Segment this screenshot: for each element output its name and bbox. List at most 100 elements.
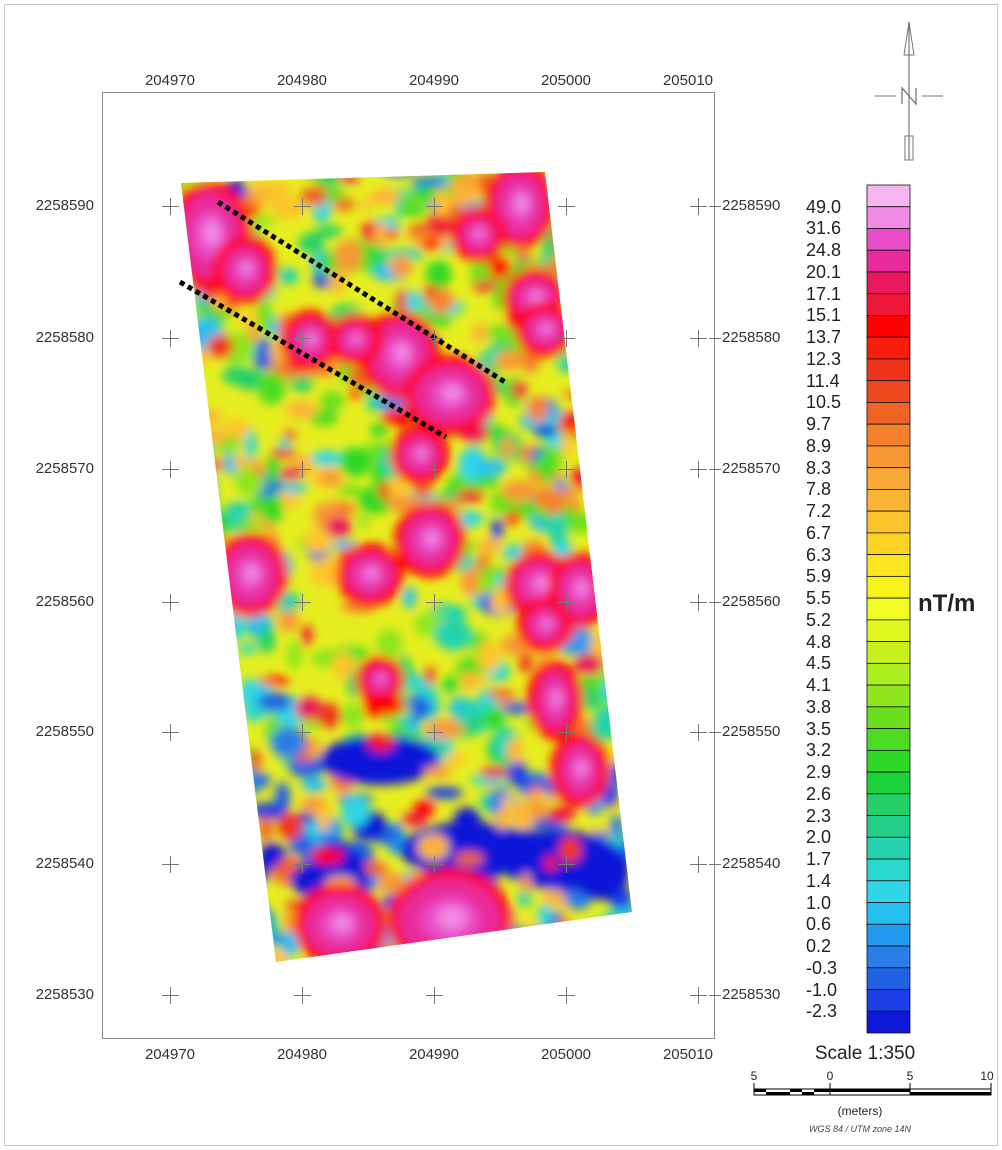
color-scale-label: 2.6 [806,783,832,804]
anomaly-blob [515,194,529,212]
anomaly-blob [537,903,553,930]
anomaly-blob [511,380,527,399]
anomaly-blob [481,707,506,730]
grid-cross [690,461,707,478]
anomaly-blob [283,429,296,441]
y-tick-right: 2258560 [722,593,781,610]
anomaly-blob [511,801,535,829]
color-scale-label: -0.3 [806,957,838,978]
anomaly-blob [312,185,327,207]
axis-tick [709,602,721,603]
color-scale-label: 2.3 [806,805,832,826]
color-scale-label: 2.9 [806,762,832,783]
grid-cross [162,987,179,1004]
anomaly-blob [442,753,468,766]
x-tick-top: 204990 [408,72,460,89]
anomaly-blob [384,478,408,500]
color-scale-label: 6.3 [806,544,832,565]
y-tick-left: 2258590 [35,197,94,214]
anomaly-blob [198,301,215,314]
grid-cross [426,856,443,873]
anomaly-blob [223,452,239,475]
anomaly-blob [331,651,355,680]
x-tick-top: 204970 [144,72,196,89]
grid-cross [426,724,443,741]
anomaly-blob [309,741,321,759]
anomaly-blob [569,500,582,513]
anomaly-blob [340,795,370,827]
x-tick-bottom: 205000 [540,1046,592,1063]
anomaly-blob [257,371,286,405]
anomaly-blob [373,222,389,248]
anomaly-blob [419,237,442,251]
anomaly-blob [250,205,261,216]
anomaly-blob [435,190,451,218]
grid-cross [426,987,443,1004]
y-tick-left: 2258560 [35,593,94,610]
anomaly-blob [347,389,363,399]
anomaly-blob [378,482,390,501]
color-scale-label: 7.8 [806,479,832,500]
color-scale-label: 5.2 [806,609,832,630]
anomaly-blob [221,367,258,386]
anomaly-blob [376,628,403,659]
anomaly-blob [423,666,436,685]
grid-cross [558,198,575,215]
grid-cross [690,330,707,347]
color-scale-label: 49.0 [806,196,842,217]
y-tick-right: 2258570 [722,460,781,477]
figure-frame [4,4,998,1146]
anomaly-blob [408,224,435,237]
anomaly-blob [401,812,428,827]
anomaly-blob [521,872,532,894]
anomaly-blob [554,479,568,492]
anomaly-blob [437,906,467,930]
grid-cross [294,330,311,347]
anomaly-blob [266,452,280,485]
anomaly-blob [278,604,299,633]
color-scale-label: 7.2 [806,501,832,522]
anomaly-blob [316,702,342,729]
grid-cross [690,724,707,741]
anomaly-blob [477,639,501,673]
grid-cross [690,594,707,611]
color-scale-label: 3.8 [806,696,832,717]
anomaly-blob [548,805,576,823]
anomaly-blob [525,794,558,805]
anomaly-blob [456,489,485,503]
anomaly-blob [278,467,304,480]
anomaly-blob [337,485,362,496]
anomaly-blob [379,675,385,681]
color-scale-label: 1.0 [806,892,832,913]
grid-cross [558,330,575,347]
anomaly-blob [501,437,514,458]
scale-bar-tick: 10 [980,1069,994,1083]
anomaly-blob [542,323,552,333]
anomaly-blob [366,567,378,579]
grid-cross [690,856,707,873]
anomaly-blob [244,564,260,582]
anomaly-blob [369,188,401,205]
y-tick-right: 2258530 [722,986,781,1003]
color-scale-label: 6.7 [806,522,832,543]
anomaly-blob [490,518,504,541]
axis-tick [709,338,721,339]
x-tick-top: 205010 [662,72,714,89]
y-tick-left: 2258570 [35,460,94,477]
anomaly-blob [298,232,325,254]
grid-cross [426,330,443,347]
anomaly-blob [527,395,549,423]
grid-cross [426,461,443,478]
anomaly-blob [425,786,463,800]
anomaly-blob [357,514,370,529]
color-scale-label: 1.7 [806,849,832,870]
color-scale-label: 31.6 [806,218,842,239]
anomaly-blob [502,701,532,715]
anomaly-blob [487,689,516,699]
color-scale-label: 24.8 [806,240,842,261]
x-tick-bottom: 204990 [408,1046,460,1063]
grid-cross [162,594,179,611]
anomaly-blob [332,914,352,932]
anomaly-blob [504,511,522,525]
axis-tick [709,864,721,865]
